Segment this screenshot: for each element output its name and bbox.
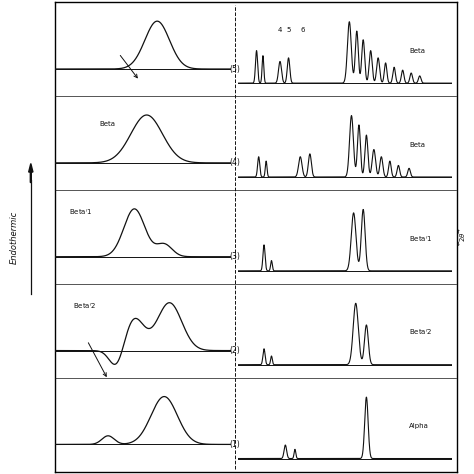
Text: (4): (4) — [230, 158, 240, 167]
Text: Beta$'$1: Beta$'$1 — [409, 234, 433, 244]
Text: Beta$'$2: Beta$'$2 — [73, 301, 96, 311]
Text: (2): (2) — [230, 346, 240, 355]
Text: $\leftarrow$   $\rightarrow$: $\leftarrow$ $\rightarrow$ — [455, 227, 463, 247]
Text: 5: 5 — [286, 27, 291, 33]
Text: (5): (5) — [230, 64, 240, 73]
Text: (3): (3) — [230, 252, 240, 261]
Text: (1): (1) — [230, 440, 240, 449]
Text: Beta: Beta — [409, 142, 425, 148]
Text: Beta: Beta — [99, 121, 115, 127]
Text: 4: 4 — [278, 27, 282, 33]
Text: 2$\theta$: 2$\theta$ — [458, 232, 466, 242]
Text: Beta$'$2: Beta$'$2 — [409, 328, 432, 337]
Text: 6: 6 — [300, 27, 305, 33]
Text: Beta$'$1: Beta$'$1 — [70, 207, 93, 217]
Text: Alpha: Alpha — [409, 423, 429, 429]
Text: Endothermic: Endothermic — [10, 210, 18, 264]
Text: Beta: Beta — [409, 48, 425, 54]
